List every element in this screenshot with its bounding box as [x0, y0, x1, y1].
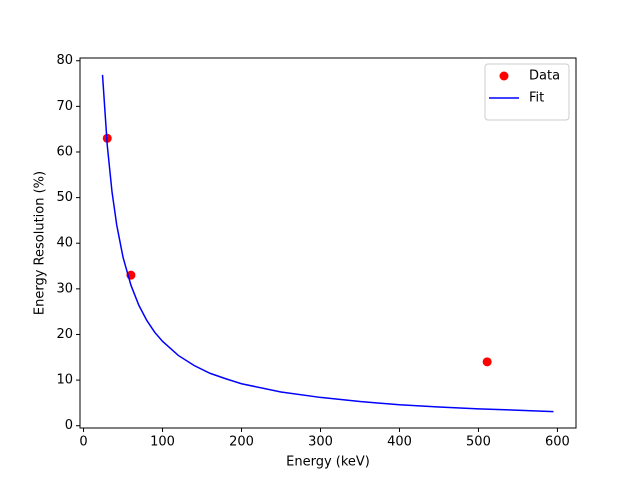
data-point [482, 357, 492, 367]
y-tick-label: 50 [56, 190, 73, 205]
y-tick-label: 60 [56, 144, 73, 159]
x-tick-label: 500 [466, 435, 491, 450]
y-tick-label: 30 [56, 281, 73, 296]
legend-label: Data [529, 69, 560, 84]
y-tick-label: 0 [65, 418, 73, 433]
x-tick-label: 100 [150, 435, 175, 450]
legend-marker [499, 71, 509, 81]
y-tick-label: 70 [56, 99, 73, 114]
x-tick-label: 600 [545, 435, 570, 450]
plot-frame [79, 57, 577, 429]
x-tick-label: 400 [387, 435, 412, 450]
legend-label: Fit [529, 91, 544, 106]
x-tick-label: 0 [79, 435, 87, 450]
y-tick-label: 10 [56, 373, 73, 388]
x-tick-label: 200 [229, 435, 254, 450]
y-tick-label: 80 [56, 53, 73, 68]
fit-line [101, 74, 554, 413]
y-axis-label: Energy Resolution (%) [33, 171, 48, 315]
x-axis-label: Energy (keV) [286, 455, 370, 470]
x-tick-label: 300 [308, 435, 333, 450]
y-tick-label: 20 [56, 327, 73, 342]
y-tick-label: 40 [56, 236, 73, 251]
